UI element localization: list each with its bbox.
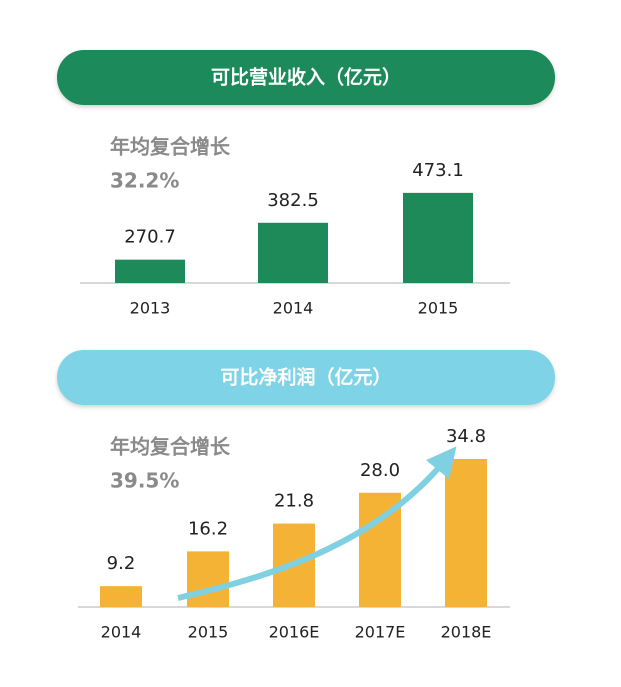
header-pill (57, 350, 555, 405)
value-label: 16.2 (188, 518, 228, 539)
x-tick-label: 2016E (269, 623, 320, 642)
bar (187, 551, 229, 607)
x-tick-label: 2018E (441, 623, 492, 642)
x-tick-label: 2017E (355, 623, 406, 642)
x-tick-label: 2014 (273, 299, 314, 318)
x-tick-label: 2015 (418, 299, 459, 318)
bar (258, 222, 328, 283)
annotation: 年均复合增长 (110, 435, 231, 459)
bar (445, 458, 487, 607)
bar (403, 192, 473, 283)
value-label: 382.5 (267, 190, 319, 211)
bar (100, 586, 142, 607)
annotation: 39.5% (110, 469, 179, 493)
chart-title: 可比营业收入（亿元） (211, 66, 401, 89)
x-tick-label: 2013 (130, 299, 171, 318)
value-label: 270.7 (124, 227, 176, 248)
chart-title: 可比净利润（亿元） (220, 366, 391, 389)
value-label: 34.8 (446, 426, 486, 447)
value-label: 28.0 (360, 460, 400, 481)
header-pill (57, 50, 555, 105)
growth-arrow (177, 446, 457, 601)
annotation: 32.2% (110, 169, 179, 193)
value-label: 21.8 (274, 491, 314, 512)
bar (115, 259, 185, 283)
value-label: 473.1 (412, 160, 464, 181)
x-tick-label: 2014 (101, 623, 142, 642)
annotation: 年均复合增长 (110, 135, 231, 159)
value-label: 9.2 (107, 553, 136, 574)
x-tick-label: 2015 (188, 623, 229, 642)
charts: 可比营业收入（亿元） 年均复合增长 32.2% 2013 270.7 2014 382.5 2… (78, 66, 510, 642)
